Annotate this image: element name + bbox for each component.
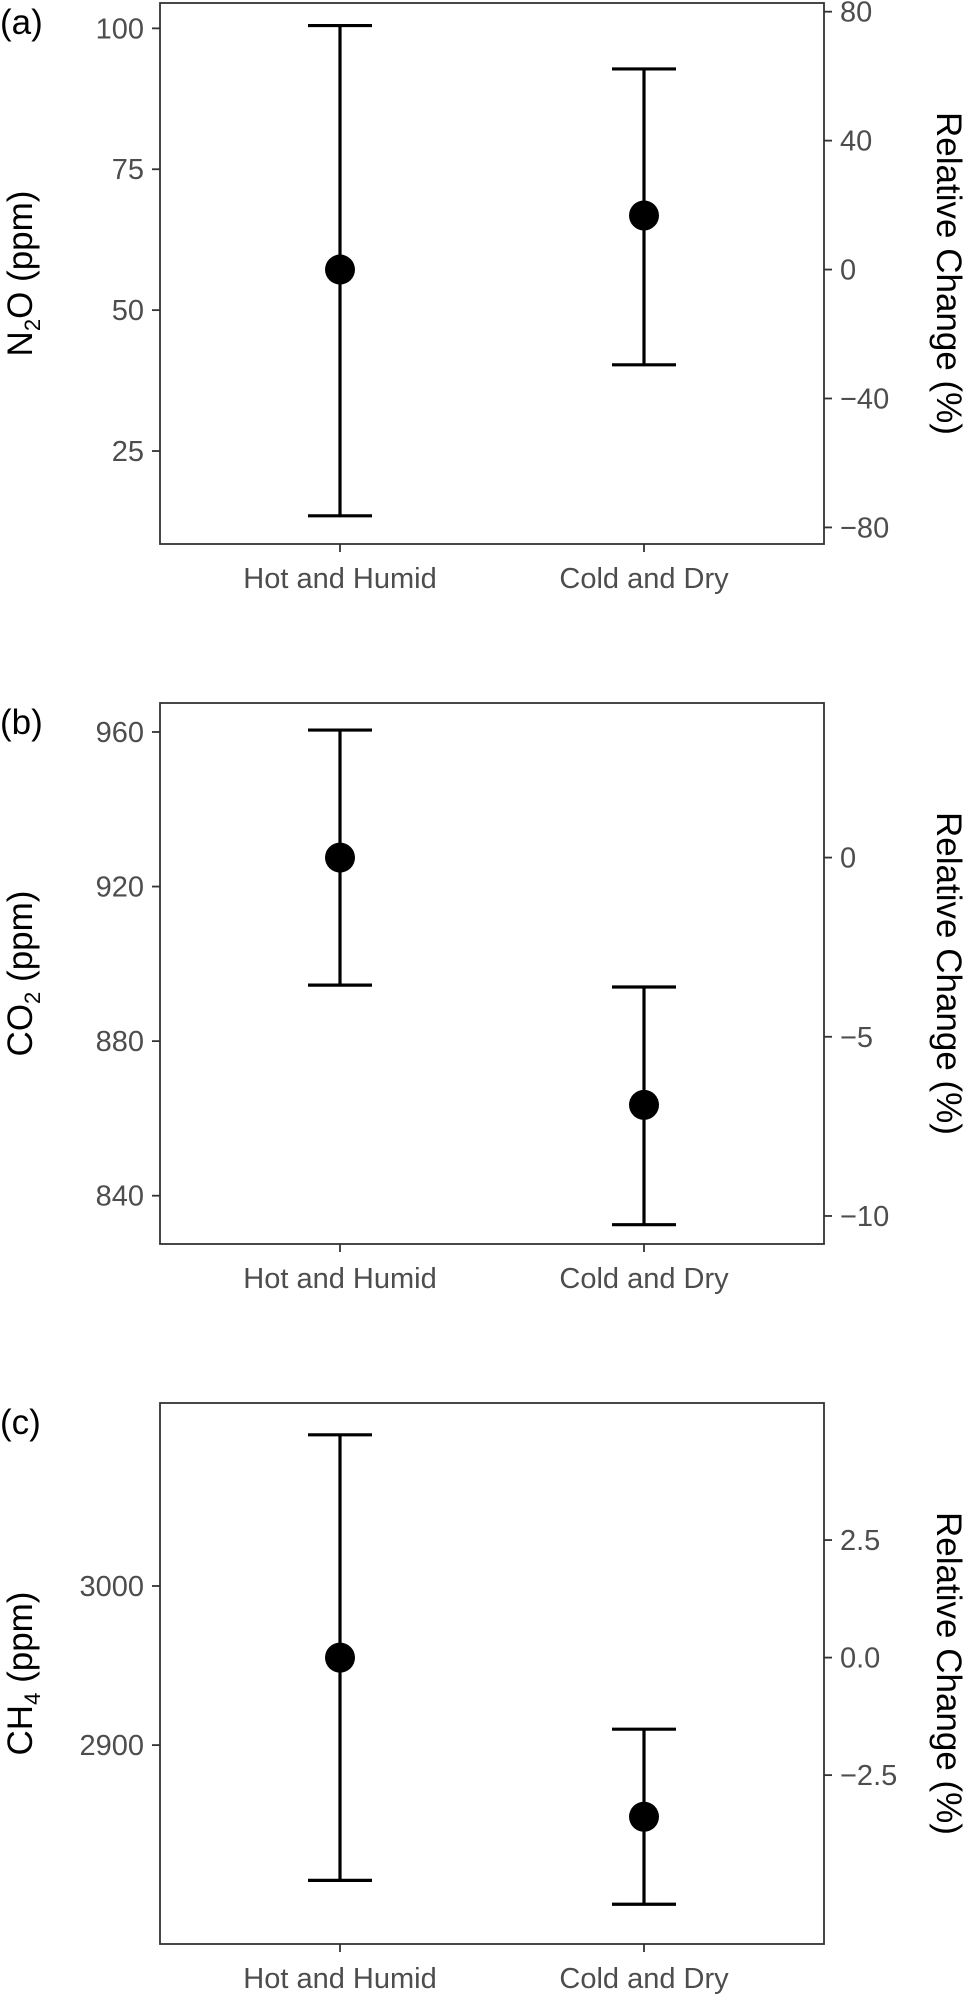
y2-tick-label: 0.0 <box>840 1643 880 1675</box>
y-tick-label: 50 <box>112 295 144 327</box>
y2-tick-label: 0 <box>840 255 856 287</box>
panel-a: (a) 25 50 75 100 80 40 0 −40 −80 Hot and Humid Col… <box>0 0 968 595</box>
error-bar-hot-humid <box>308 23 372 518</box>
y-axis-title-part: CH <box>1 1705 40 1756</box>
y2-axis-title: Relative Change (%) <box>929 1512 968 1835</box>
y2-tick-label: 2.5 <box>840 1525 880 1557</box>
mean-point <box>325 1642 355 1673</box>
y2-tick-label: −40 <box>840 383 889 415</box>
error-bar-hot-humid <box>308 1433 372 1882</box>
x-tick-label: Hot and Humid <box>243 1963 436 1995</box>
y-tick-label: 2900 <box>79 1730 144 1762</box>
y-axis-title-subscript: 2 <box>20 992 45 1004</box>
y-axis-title-part: CO <box>1 1004 40 1057</box>
error-bar-cold-dry <box>612 67 676 367</box>
y-axis-title-part: (ppm) <box>1 891 40 992</box>
plot-frame <box>159 2 825 545</box>
mean-point <box>629 200 659 231</box>
error-bar-hot-humid <box>308 728 372 987</box>
mean-point <box>629 1089 659 1120</box>
panel-b: (b) 840 880 920 960 0 −5 −10 Hot and Humid Cold … <box>0 702 968 1295</box>
x-tick-label: Cold and Dry <box>559 1263 729 1295</box>
y-tick-label: 880 <box>96 1026 144 1058</box>
y-tick-label: 3000 <box>79 1571 144 1603</box>
mean-point <box>325 842 355 873</box>
y-axis-title-part: N <box>1 331 40 356</box>
y-axis-title-subscript: 2 <box>20 319 45 331</box>
panel-tag-c: (c) <box>0 1403 41 1442</box>
error-bar-cold-dry <box>612 1727 676 1906</box>
x-tick-label: Hot and Humid <box>243 563 436 595</box>
y2-axis-title: Relative Change (%) <box>929 812 968 1135</box>
plot-frame <box>159 1402 825 1945</box>
y2-tick-label: 80 <box>840 0 872 29</box>
mean-point <box>629 1801 659 1832</box>
y-tick-label: 100 <box>96 13 144 45</box>
y-axis-title-part: (ppm) <box>1 1592 40 1693</box>
x-tick-label: Hot and Humid <box>243 1263 436 1295</box>
x-tick-label: Cold and Dry <box>559 563 729 595</box>
y2-axis-title: Relative Change (%) <box>929 112 968 435</box>
y-axis-title-part: O (ppm) <box>1 191 40 319</box>
y2-tick-label: 40 <box>840 126 872 158</box>
y-axis-title: CO2 (ppm) <box>1 891 45 1057</box>
panel-tag-a: (a) <box>0 3 43 42</box>
panel-tag-b: (b) <box>0 703 43 742</box>
y2-tick-label: −80 <box>840 512 889 544</box>
y2-tick-label: 0 <box>840 843 856 875</box>
y-tick-label: 25 <box>112 436 144 468</box>
y-tick-label: 960 <box>96 717 144 749</box>
y-tick-label: 840 <box>96 1181 144 1213</box>
y2-tick-label: −5 <box>840 1022 873 1054</box>
error-bar-cold-dry <box>612 985 676 1227</box>
y2-tick-label: −10 <box>840 1201 889 1233</box>
panel-c: (c) 2900 3000 2.5 0.0 −2.5 Hot and Humid Cold … <box>0 1402 968 1995</box>
plot-frame <box>159 702 825 1245</box>
y-axis-title: CH4 (ppm) <box>1 1592 45 1756</box>
y-tick-label: 75 <box>112 154 144 186</box>
x-tick-label: Cold and Dry <box>559 1963 729 1995</box>
y-axis-title-subscript: 4 <box>20 1693 45 1705</box>
y-axis-title: N2O (ppm) <box>1 191 45 357</box>
y2-tick-label: −2.5 <box>840 1760 897 1792</box>
y-tick-label: 920 <box>96 872 144 904</box>
mean-point <box>325 254 355 285</box>
